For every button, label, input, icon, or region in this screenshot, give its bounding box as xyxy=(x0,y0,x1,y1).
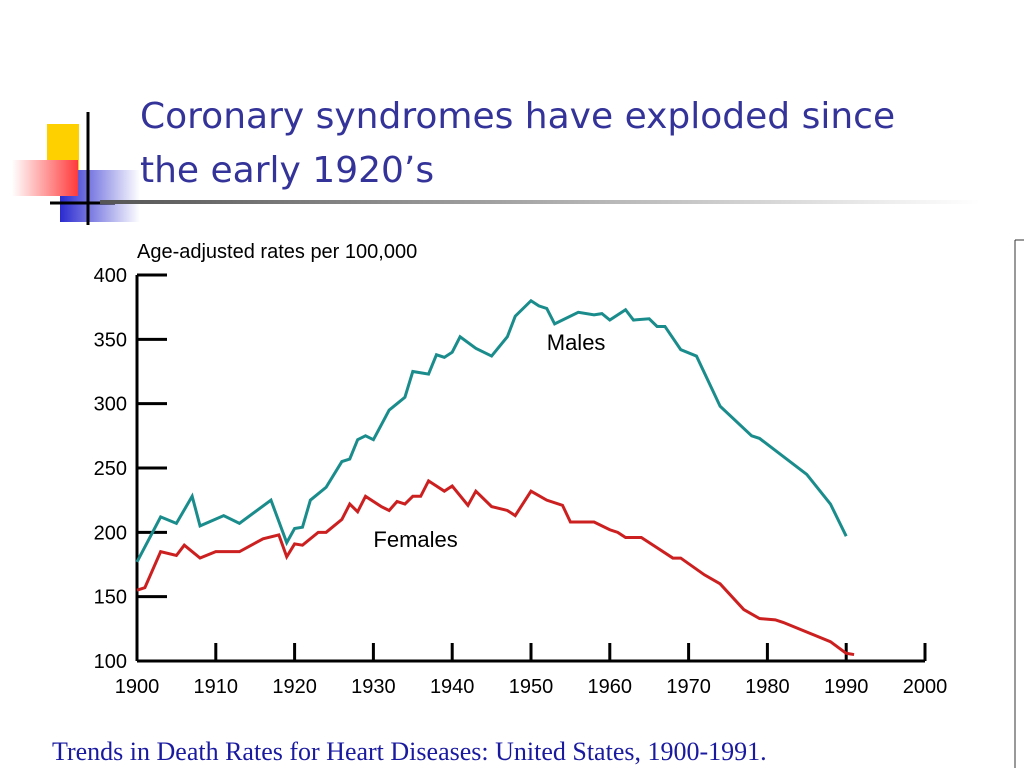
y-tick-label: 250 xyxy=(94,458,127,480)
x-tick-label: 1920 xyxy=(272,676,317,698)
x-tick-label: 1950 xyxy=(509,676,554,698)
logo xyxy=(12,112,140,225)
y-tick-label: 100 xyxy=(94,651,127,673)
title-rule xyxy=(100,200,980,204)
x-tick-label: 1910 xyxy=(194,676,239,698)
x-tick-label: 1990 xyxy=(824,676,869,698)
x-tick-label: 1960 xyxy=(588,676,633,698)
y-tick-label: 350 xyxy=(94,329,127,351)
y-tick-label: 200 xyxy=(94,522,127,544)
y-axis-label: Age-adjusted rates per 100,000 xyxy=(137,241,417,263)
y-tick-label: 300 xyxy=(94,394,127,416)
x-tick-label: 1970 xyxy=(666,676,711,698)
x-tick-label: 1900 xyxy=(115,676,160,698)
y-tick-label: 400 xyxy=(94,265,127,287)
series-label: Males xyxy=(547,330,606,355)
y-tick-label: 150 xyxy=(94,587,127,609)
series-line xyxy=(136,478,855,657)
x-tick-label: 1940 xyxy=(430,676,475,698)
frame xyxy=(1014,239,1024,768)
series-line xyxy=(135,298,848,563)
x-tick-label: 2000 xyxy=(903,676,948,698)
series-label: Females xyxy=(373,527,457,552)
caption: Trends in Death Rates for Heart Diseases… xyxy=(52,737,767,766)
slide-title: Coronary syndromes have exploded since xyxy=(140,96,895,137)
x-tick-label: 1930 xyxy=(351,676,396,698)
slide-title: the early 1920’s xyxy=(140,150,434,191)
x-tick-label: 1980 xyxy=(745,676,790,698)
